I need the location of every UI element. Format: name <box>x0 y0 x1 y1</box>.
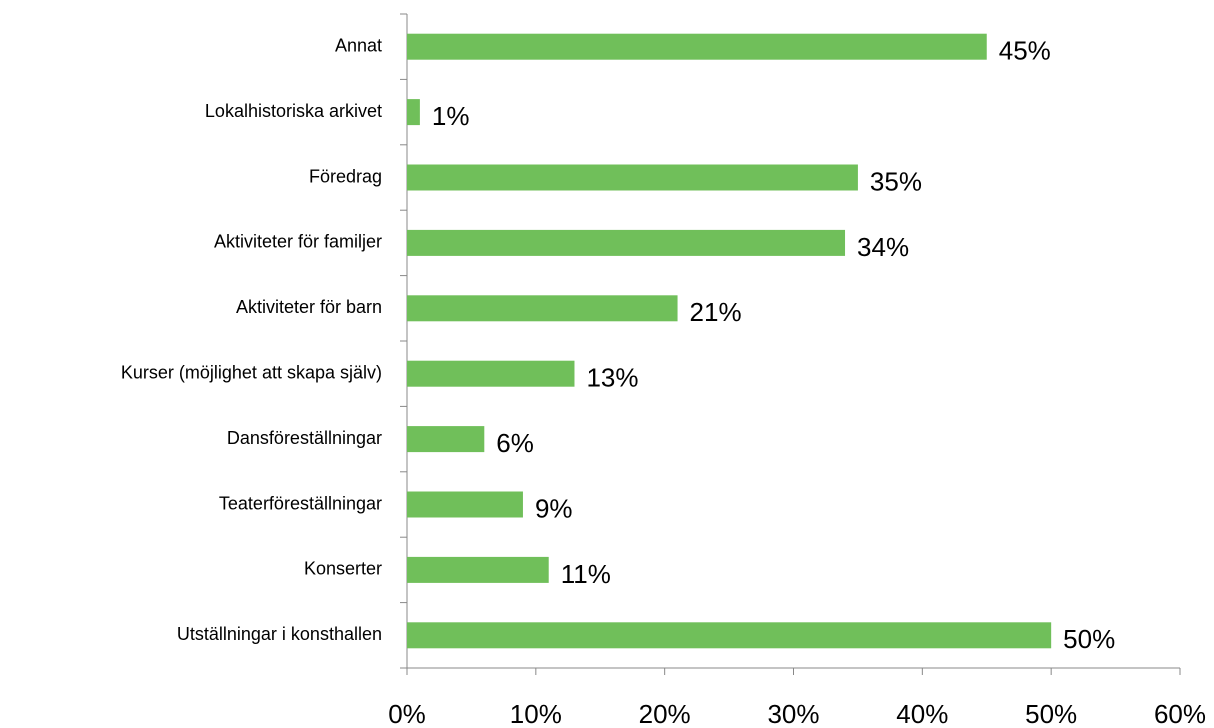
y-tick-label: Aktiviteter för familjer <box>214 232 382 252</box>
y-tick-label: Konserter <box>304 559 382 579</box>
bar <box>407 99 420 126</box>
y-tick-label: Föredrag <box>309 166 382 186</box>
bar <box>407 229 846 256</box>
x-tick-label: 40% <box>896 699 948 728</box>
bar <box>407 622 1052 649</box>
value-label: 35% <box>870 166 922 196</box>
value-label: 11% <box>561 559 611 589</box>
x-tick-label: 30% <box>767 699 819 728</box>
bar <box>407 360 575 387</box>
value-label: 9% <box>535 493 573 523</box>
value-label: 21% <box>690 297 742 327</box>
x-tick-label: 20% <box>639 699 691 728</box>
y-tick-label: Utställningar i konsthallen <box>177 624 382 644</box>
bar <box>407 556 549 583</box>
x-tick-label: 60% <box>1154 699 1206 728</box>
y-tick-label: Lokalhistoriska arkivet <box>205 101 382 121</box>
x-tick-label: 0% <box>388 699 426 728</box>
value-label: 34% <box>857 232 909 262</box>
value-label: 6% <box>496 428 534 458</box>
y-tick-label: Kurser (möjlighet att skapa själv) <box>121 362 382 382</box>
value-label: 50% <box>1063 624 1115 654</box>
y-tick-label: Teaterföreställningar <box>219 493 382 513</box>
bar <box>407 164 858 191</box>
value-label: 1% <box>432 101 470 131</box>
value-label: 13% <box>586 363 638 393</box>
bar <box>407 426 485 453</box>
bar <box>407 491 523 518</box>
y-tick-label: Dansföreställningar <box>227 428 382 448</box>
y-tick-label: Aktiviteter för barn <box>236 297 382 317</box>
bar <box>407 33 987 60</box>
x-tick-label: 10% <box>510 699 562 728</box>
bar <box>407 295 678 322</box>
x-tick-label: 50% <box>1025 699 1077 728</box>
value-label: 45% <box>999 36 1051 66</box>
y-tick-label: Annat <box>335 35 382 55</box>
